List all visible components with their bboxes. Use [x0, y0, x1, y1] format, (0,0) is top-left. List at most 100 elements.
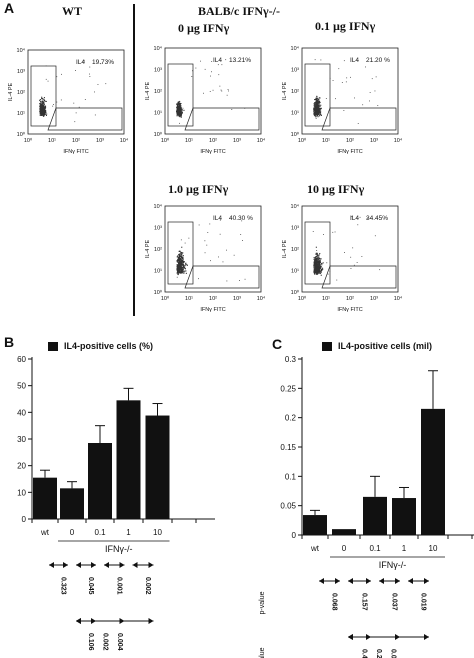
y-tick-label: 10² [154, 247, 162, 253]
y-tick-label: 10² [291, 89, 299, 95]
plot-frame [164, 205, 262, 293]
arrow-head [348, 634, 353, 640]
gate-percent: 40.30 % [229, 215, 253, 222]
p-value: 0.157 [361, 593, 368, 611]
ifng-gate [47, 107, 123, 131]
x-tick-label: 10⁰ [24, 137, 33, 144]
ifng-gate [184, 265, 260, 289]
x-tick-label: 10³ [370, 296, 378, 302]
x-tick-label: 10⁴ [257, 295, 266, 302]
x-tick-label: 10⁰ [298, 295, 307, 302]
dose-label: 0.1 µg IFNγ [315, 19, 376, 33]
panel-b-letter: B [4, 334, 15, 350]
y-tick-label: 10¹ [154, 111, 162, 117]
flow-plot-10ug: IL4 34.45% 10⁰ 10⁰ 10¹ 10¹ 10² 10² 10³ 10³ 10⁴ 10⁴ I… [280, 202, 404, 314]
x-tick-label: 10¹ [322, 138, 330, 144]
x-tick-label: 10¹ [322, 296, 330, 302]
gate-percent: 21.20 % [366, 57, 390, 64]
y-tick-label: 50 [17, 382, 26, 391]
y-tick-label: 30 [17, 435, 26, 444]
group-label: IFNγ-/- [105, 544, 133, 554]
p-value: 0.106 [87, 633, 94, 651]
y-tick-label: 10² [291, 247, 299, 253]
panel-a-letter: A [4, 0, 15, 16]
flow-plot-wt: IL4 19.73% 10⁰ 10⁰ 10¹ 10¹ 10² 10² 10³ 10³ 10⁴ 10⁴ I… [6, 46, 130, 156]
p-value: 0.045 [87, 577, 94, 595]
legend-swatch-b [48, 342, 58, 351]
p-value: 0.002 [101, 633, 108, 651]
y-tick-label: 10² [154, 89, 162, 95]
category-label: 0.1 [369, 544, 381, 553]
gate-label: IL4 [350, 215, 359, 222]
plot-frame [164, 47, 262, 135]
y-tick-label: 10¹ [291, 269, 299, 275]
y-tick-label: 10⁰ [17, 131, 26, 138]
y-tick-label: 40 [17, 408, 26, 417]
x-tick-label: 10³ [96, 138, 104, 144]
y-tick-label: 10³ [154, 68, 162, 74]
y-tick-label: 10¹ [17, 111, 25, 117]
legend-label-c: IL4-positive cells (mil) [338, 341, 433, 351]
y-tick-label: 0.05 [280, 502, 296, 511]
y-tick-label: 10¹ [291, 111, 299, 117]
il4-gate [304, 221, 331, 285]
x-tick-label: 10⁴ [120, 137, 129, 144]
y-tick-label: 10³ [154, 226, 162, 232]
p-value-row-label: p-value [259, 591, 266, 614]
x-tick-label: 10³ [233, 138, 241, 144]
p-value: 0.037 [391, 593, 398, 611]
gate-percent: 19.73% [92, 59, 114, 66]
bar [88, 443, 112, 519]
y-tick-label: 10⁴ [154, 203, 163, 210]
y-axis-label: IL-4 PE [282, 239, 288, 258]
arrow-head [76, 618, 81, 624]
bar-chart-c: 0 0.05 0.1 0.15 0.2 0.25 0.3 wt 0 0.1 1 10 IFNγ-/- 0.… [259, 355, 474, 658]
arrow-head [63, 562, 68, 568]
arrow-head [379, 578, 384, 584]
category-label: 1 [402, 544, 407, 553]
y-tick-label: 10³ [17, 69, 25, 75]
il4-gate [167, 63, 194, 127]
x-tick-label: 10² [346, 138, 354, 144]
legend-label-b: IL4-positive cells (%) [64, 341, 154, 351]
x-tick-label: 10¹ [48, 138, 56, 144]
dose-label: 1.0 µg IFNγ [168, 182, 229, 196]
arrow-head [366, 578, 371, 584]
wt-label: WT [62, 4, 83, 18]
y-tick-label: 0 [22, 515, 27, 524]
y-tick-label: 60 [17, 355, 26, 364]
bar [60, 488, 84, 519]
arrow-head [424, 634, 429, 640]
y-tick-label: 0.2 [285, 414, 297, 423]
category-label: 1 [126, 528, 131, 537]
arrow-head [148, 562, 154, 568]
event-dots [176, 59, 246, 124]
p-value: 0.408 [361, 649, 368, 658]
x-tick-label: 10⁰ [161, 137, 170, 144]
x-tick-label: 10² [209, 138, 217, 144]
bar [363, 496, 387, 535]
arrow-head [76, 562, 81, 568]
category-label: 10 [153, 528, 162, 537]
ifng-gate [184, 107, 260, 131]
il4-gate [304, 63, 331, 127]
y-tick-label: 10⁰ [291, 289, 300, 296]
plot-frame [301, 205, 399, 293]
y-tick-label: 10 [17, 488, 26, 497]
x-tick-label: 10⁰ [161, 295, 170, 302]
bar [116, 400, 141, 519]
x-axis-label: IFNγ FITC [200, 149, 225, 155]
y-tick-label: 10¹ [154, 269, 162, 275]
arrow-head [348, 578, 353, 584]
p-value-row-label: p-value [259, 647, 266, 658]
x-tick-label: 10⁴ [394, 295, 403, 302]
panel-a-divider [133, 4, 135, 316]
x-tick-label: 10¹ [185, 138, 193, 144]
y-axis-label: IL-4 PE [282, 81, 288, 100]
x-tick-label: 10² [72, 138, 80, 144]
gate-percent: 13.21% [229, 57, 251, 64]
y-tick-label: 10² [17, 90, 25, 96]
gate-percent: 34.45% [366, 215, 388, 222]
x-axis-label: IFNγ FITC [337, 149, 362, 155]
y-tick-label: 0.1 [285, 472, 297, 481]
